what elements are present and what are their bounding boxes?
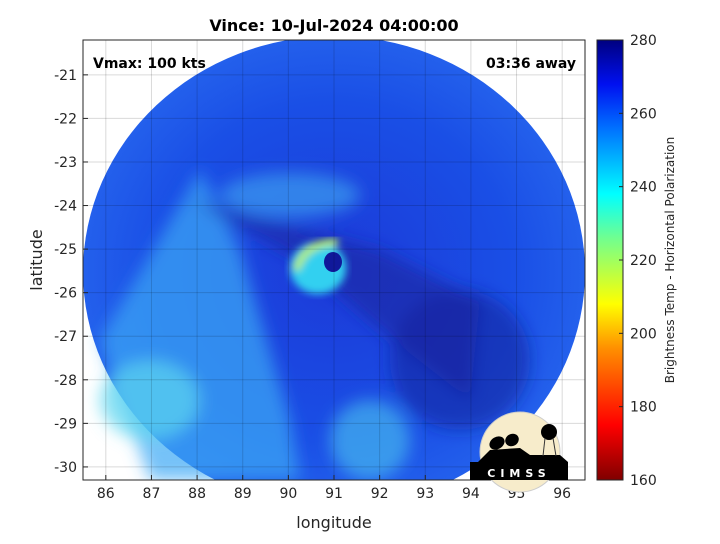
x-axis-label: longitude [296, 513, 371, 532]
x-tick-label: 87 [143, 486, 161, 502]
colorbar-tick-label: 280 [630, 33, 657, 49]
colorbar-tick-label: 160 [630, 473, 657, 489]
x-tick-label: 88 [188, 486, 206, 502]
colorbar-tick-label: 220 [630, 253, 657, 269]
y-axis: -21 -22 -23 -24 -25 -26 -27 -28 -29 -30 [54, 68, 88, 476]
y-tick-label: -24 [54, 199, 77, 215]
x-tick-label: 91 [325, 486, 343, 502]
colorbar-tick-label: 260 [630, 106, 657, 122]
y-tick-label: -23 [54, 155, 77, 171]
colorbar-tick-label: 180 [630, 400, 657, 416]
x-tick-label: 89 [234, 486, 252, 502]
y-axis-label: latitude [27, 229, 46, 290]
colorbar-tick-label: 240 [630, 180, 657, 196]
time-away-annotation: 03:36 away [486, 56, 576, 72]
x-tick-label: 93 [416, 486, 434, 502]
grid [83, 40, 585, 480]
y-tick-label: -30 [54, 460, 77, 476]
logo-text: CIMSS [487, 467, 550, 480]
vmax-annotation: Vmax: 100 kts [93, 56, 206, 72]
x-tick-label: 92 [371, 486, 389, 502]
chart-title: Vince: 10-Jul-2024 04:00:00 [209, 16, 458, 35]
y-tick-label: -22 [54, 111, 77, 127]
x-axis: 86 87 88 89 90 91 92 93 94 95 96 [97, 475, 571, 502]
x-tick-label: 94 [462, 486, 480, 502]
y-tick-label: -21 [54, 68, 77, 84]
x-tick-label: 96 [553, 486, 571, 502]
cimss-logo: CIMSS [470, 411, 568, 493]
y-tick-label: -27 [54, 329, 77, 345]
y-tick-label: -28 [54, 373, 77, 389]
x-tick-label: 90 [279, 486, 297, 502]
colorbar [596, 39, 624, 481]
y-tick-label: -29 [54, 416, 77, 432]
x-tick-label: 86 [97, 486, 115, 502]
y-tick-label: -25 [54, 242, 77, 258]
y-tick-label: -26 [54, 286, 77, 302]
swath-image [83, 40, 585, 480]
colorbar-tick-label: 200 [630, 326, 657, 342]
colorbar-label: Brightness Temp - Horizontal Polarizatio… [663, 137, 677, 384]
colorbar-ticks: 160 180 200 220 240 260 280 [619, 33, 657, 489]
